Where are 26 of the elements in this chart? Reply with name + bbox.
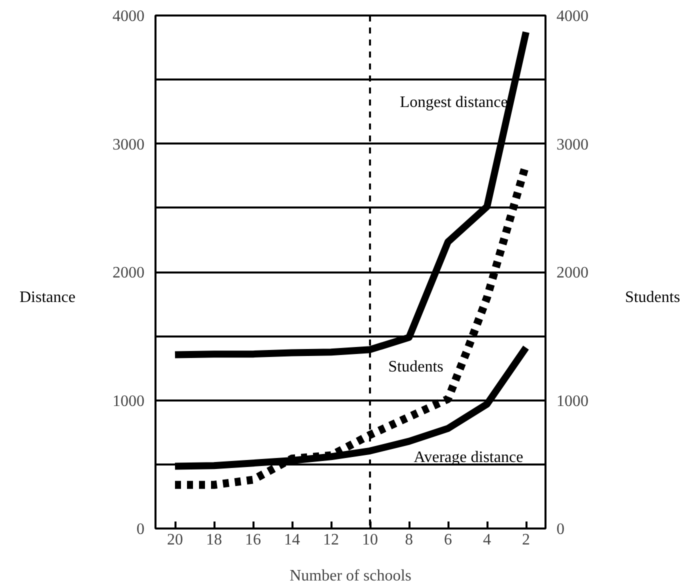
y2-tick-label: 3000	[556, 136, 588, 154]
y2-tick-label: 4000	[556, 8, 588, 25]
y-tick-label: 4000	[112, 8, 144, 25]
x-tick-label: 18	[206, 532, 222, 548]
series-label: Average distance	[414, 448, 524, 466]
x-tick-label: 2	[522, 532, 530, 548]
y-tick-label: 0	[136, 521, 144, 538]
y2-tick-label: 1000	[556, 392, 588, 410]
x-tick-label: 8	[405, 532, 413, 548]
series-label: Students	[388, 358, 444, 376]
x-tick-label: 14	[284, 532, 300, 548]
x-tick-label: 6	[444, 532, 452, 548]
x-tick-label: 20	[167, 532, 183, 548]
y-tick-label: 3000	[112, 136, 144, 154]
x-tick-label: 12	[323, 532, 339, 548]
y2-axis-title: Students	[624, 288, 680, 308]
y-tick-label: 1000	[112, 392, 144, 410]
series-label: Longest distance	[400, 94, 508, 112]
x-tick-label: 10	[362, 532, 378, 548]
y-tick-label: 2000	[112, 264, 144, 282]
x-tick-label: 4	[483, 532, 491, 548]
x-tick-label: 16	[245, 532, 261, 548]
y2-tick-label: 2000	[556, 264, 588, 282]
y2-tick-label: 0	[556, 521, 564, 538]
x-axis-title: Number of schools	[290, 568, 412, 584]
y-axis-title: Distance	[20, 288, 76, 308]
